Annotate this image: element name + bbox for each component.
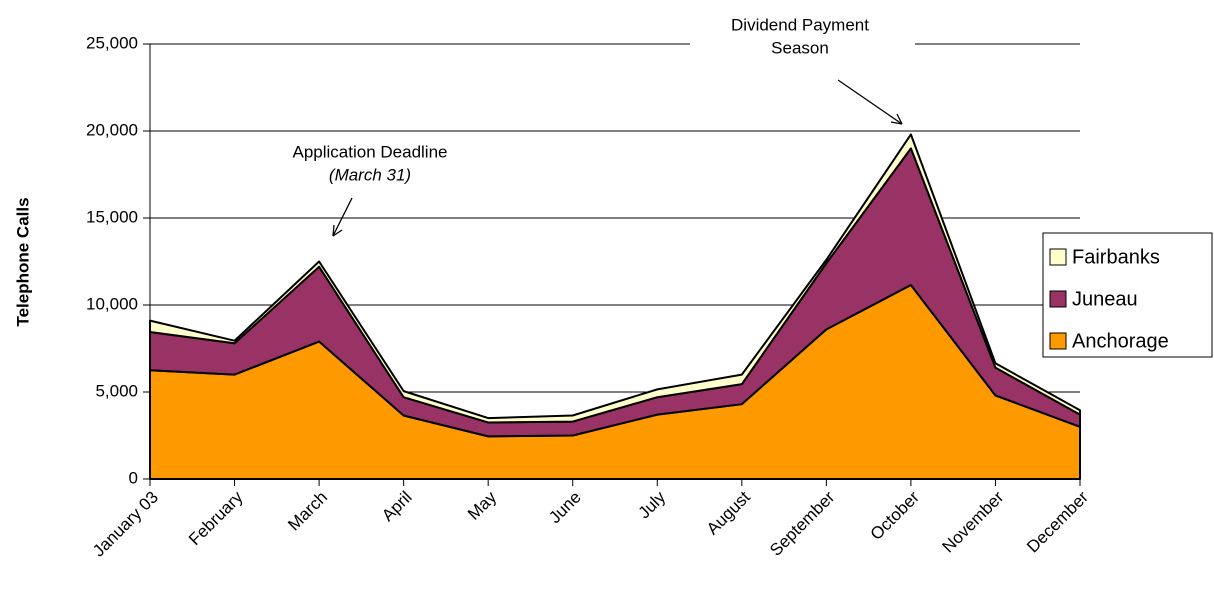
x-tick-label: October (867, 487, 923, 543)
x-tick-label: November (939, 487, 1008, 556)
y-tick-label: 10,000 (86, 294, 138, 313)
legend-swatch (1049, 248, 1067, 266)
annotation: Season (771, 38, 829, 57)
x-tick-label: April (378, 488, 415, 525)
x-tick-label: August (703, 487, 754, 538)
area (149, 133, 1081, 424)
annotation: (March 31) (329, 165, 411, 184)
annotation-arrowhead (332, 224, 343, 237)
y-tick-label: 0 (129, 468, 138, 487)
y-tick-label: 15,000 (86, 207, 138, 226)
y-axis-label: Telephone Calls (13, 197, 32, 326)
annotation-arrow (837, 79, 903, 125)
legend-label: Fairbanks (1072, 246, 1160, 268)
legend-items: Fairbanks Juneau Anchorage (1049, 246, 1169, 352)
areas (149, 133, 1081, 480)
legend-swatch (1049, 290, 1067, 308)
x-tick-label: May (464, 487, 500, 523)
annotation: Dividend Payment (731, 15, 869, 34)
y-tick-label: 20,000 (86, 120, 138, 139)
legend-label: Anchorage (1072, 330, 1169, 352)
x-tick-label: June (545, 488, 585, 528)
x-tick-label: December (1023, 487, 1092, 556)
annotation-backdrop (690, 0, 915, 75)
legend (1042, 232, 1213, 358)
x-tick-label: February (185, 487, 247, 549)
legend-swatch (1049, 332, 1067, 350)
annotation-arrowhead (890, 113, 903, 125)
annotation-arrow (332, 197, 353, 237)
annotation: Application Deadline (293, 142, 448, 161)
y-tick-label: 25,000 (86, 33, 138, 52)
x-tick-label: January 03 (89, 488, 162, 561)
x-tick-label: March (284, 488, 331, 535)
legend-label: Juneau (1072, 288, 1138, 310)
x-tick-label: July (634, 487, 669, 522)
x-tick-label: September (766, 487, 838, 559)
y-tick-label: 5,000 (95, 381, 138, 400)
